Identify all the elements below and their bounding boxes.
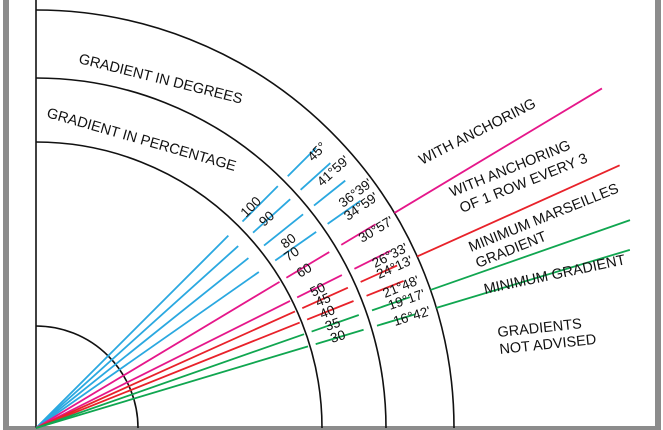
gradient-outer-tick-90: [300, 162, 331, 191]
gradient-line-45: [35, 310, 296, 429]
boundary-minimum-line: [430, 219, 631, 291]
pct-label-80: 80: [278, 230, 299, 251]
gradient-tick-90: [252, 198, 291, 234]
gradient-tick-50: [296, 274, 343, 299]
pct-label-40: 40: [318, 302, 338, 322]
arc-percentage: [35, 141, 323, 429]
gradient-outer-tick-40: [366, 280, 405, 297]
pct-label-35: 35: [323, 315, 342, 334]
boundary-not-advised-line: [436, 248, 631, 309]
gradient-tick-80: [263, 213, 304, 247]
percentage-arc-title: GRADIENT IN PERCENTAGE: [45, 105, 238, 175]
gradient-outer-tick-80: [313, 179, 346, 207]
pct-label-50: 50: [308, 279, 328, 299]
degree-tick-marks: [241, 87, 631, 345]
gradient-line-50: [35, 300, 291, 429]
pct-label-60: 60: [294, 260, 315, 281]
pct-label-30: 30: [328, 327, 347, 346]
gradient-line-35: [35, 333, 305, 429]
pct-label-45: 45: [313, 290, 333, 310]
gradient-tick-70: [274, 231, 317, 262]
gradient-tick-60: [285, 251, 330, 279]
boundary-anchoring-line: [393, 87, 603, 214]
deg-label-45: 45°: [305, 139, 330, 164]
gradient-line-100: [35, 235, 229, 429]
gradient-tick-35: [311, 314, 360, 333]
gradient-outer-tick-45: [360, 264, 398, 283]
gradient-line-70: [35, 271, 260, 429]
gradient-line-30: [35, 345, 309, 429]
gradient-outer-tick-50: [354, 250, 391, 270]
gradient-outer-tick-60: [340, 223, 377, 246]
boundary-marseilles-line: [416, 164, 620, 258]
gradient-outer-tick-30: [376, 313, 416, 327]
arc-outer: [35, 9, 455, 429]
gradient-line-60: [35, 281, 280, 429]
gradient-line-90: [35, 245, 239, 429]
gradient-lines: [35, 235, 309, 429]
gradient-outer-tick-35: [371, 296, 411, 312]
gradient-tick-40: [306, 300, 354, 321]
pct-label-70: 70: [281, 244, 302, 265]
gradient-tick-45: [301, 286, 349, 309]
gradient-line-40: [35, 321, 301, 429]
gradient-tick-30: [315, 328, 364, 345]
arc-degrees: [35, 77, 387, 429]
gradient-line-80: [35, 257, 249, 429]
gradient-outer-tick-70: [327, 200, 361, 225]
gradient-tick-100: [241, 185, 279, 223]
pct-label-90: 90: [256, 208, 277, 229]
degrees-arc-title: GRADIENT IN DEGREES: [77, 51, 244, 107]
gradient-outer-tick-100: [287, 147, 317, 177]
deg-label-30-57: 30°57': [356, 213, 396, 245]
